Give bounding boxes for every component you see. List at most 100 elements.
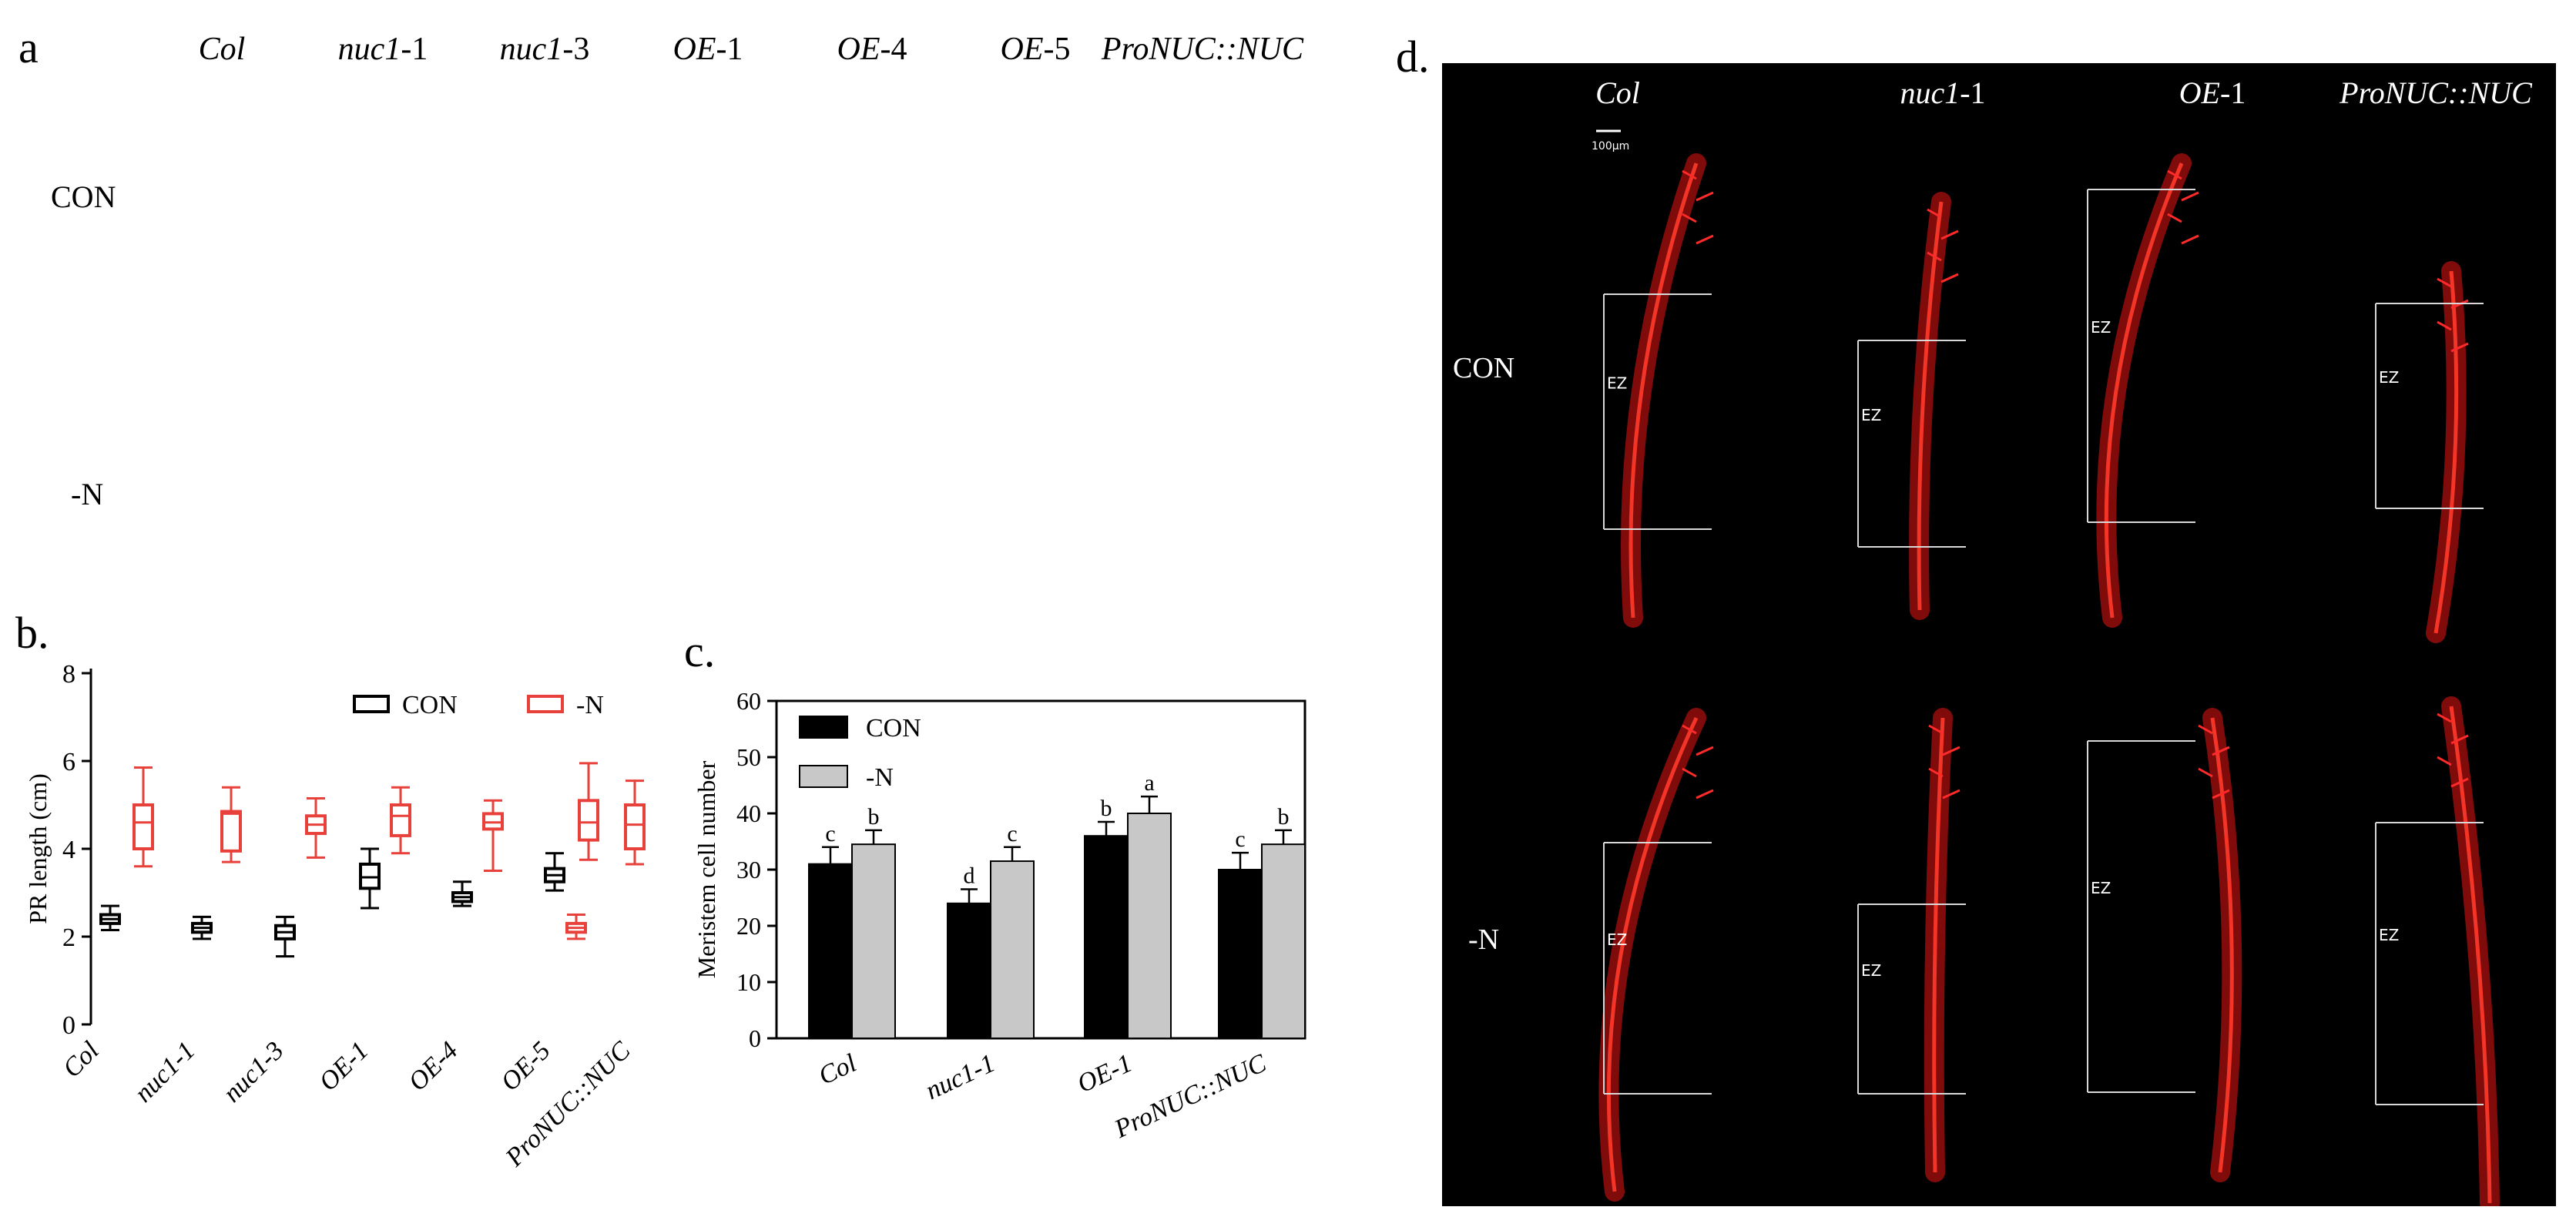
b-box-minus-n-7-box (624, 803, 646, 850)
c-significance-letter: b (868, 804, 880, 830)
c-category-label-oe-1: OE-1 (1073, 1049, 1136, 1099)
d-ez-label: EZ (1861, 961, 1881, 980)
d-root-hair (2198, 724, 2213, 735)
c-significance-letter: c (1235, 826, 1245, 852)
d-root-hair (2437, 320, 2452, 331)
d-root-hair (2450, 777, 2469, 788)
c-y-tick-label: 60 (736, 687, 761, 715)
b-box-minus-n-5-box (578, 799, 599, 842)
c-significance-letter: d (964, 863, 975, 889)
c-significance-letter: b (1278, 804, 1290, 830)
d-root-hair (1928, 767, 1944, 778)
c-bar-n-pronuc-nuc (1261, 843, 1306, 1039)
c-significance-letter: a (1144, 770, 1154, 796)
d-root-hair (1682, 724, 1697, 735)
d-root-hair (1942, 789, 1961, 800)
d-root-core (1606, 716, 1699, 1192)
panel-a-genotype-oe-4: OE-4 (837, 32, 907, 67)
c-y-tick-label: 0 (749, 1024, 761, 1052)
panel-b-letter: b. (15, 608, 49, 658)
d-root-core (1628, 163, 1699, 619)
panel-a-row-label-con: CON (51, 179, 116, 214)
d-genotype-nuc1-1: nuc1-1 (1900, 75, 1985, 110)
b-y-tick-label: 4 (62, 836, 75, 864)
panel-d-micrograph: Col nuc1-1 OE-1 ProNUC::NUC 100μm CON -N EZ EZ EZ… (1442, 63, 2556, 1213)
d-root-hair (1696, 746, 1714, 756)
panel-c-letter: c. (684, 626, 716, 676)
b-category-label-col: Col (58, 1036, 105, 1083)
d-root-core (2104, 163, 2184, 619)
c-category-label-pronuc-nuc: ProNUC::NUC (1110, 1049, 1271, 1145)
d-root-hair (1927, 208, 1942, 219)
b-y-tick-label: 8 (62, 660, 75, 689)
panel-a-row-label-minus-n: -N (71, 477, 104, 511)
d-ez-label: EZ (2091, 318, 2111, 337)
c-y-tick-label: 30 (736, 856, 761, 883)
b-box-minus-n-1-box (220, 810, 242, 853)
b-box-minus-n-0-box (132, 803, 154, 850)
d-root-hair (2212, 746, 2230, 756)
panel-c-chart: 0 10 20 30 40 50 60 Meristem cell number c b Col d c… (693, 687, 1306, 1145)
d-root-core (1917, 201, 1944, 611)
c-bar-n-nuc1-1 (990, 860, 1035, 1039)
panel-a-letter: a (18, 22, 39, 72)
d-root-hair (2198, 767, 2213, 778)
d-row-label-con: CON (1453, 352, 1514, 384)
d-root-hair (1927, 251, 1942, 262)
panel-a-genotype-oe-5: OE-5 (1000, 32, 1071, 67)
b-category-label-oe-1: OE-1 (314, 1036, 374, 1096)
d-root-core (2433, 270, 2459, 634)
d-root-hair (2212, 789, 2230, 800)
d-root-hair (2167, 169, 2182, 180)
d-root-hair (1682, 169, 1697, 180)
b-y-axis-label: PR length (cm) (24, 773, 52, 924)
b-y-tick-label: 6 (62, 748, 75, 776)
panel-b-chart: 0 2 4 6 8 PR length (cm) Col nuc1-1 nuc1-3 OE-1 OE… (24, 660, 646, 1172)
d-genotype-col: Col (1595, 75, 1640, 110)
d-root-hair (2437, 277, 2452, 288)
panel-a-genotype-nuc1-1: nuc1-1 (337, 32, 428, 67)
d-root-hair (1682, 767, 1697, 778)
d-root-hair (1696, 191, 1714, 202)
b-category-label-nuc1-3: nuc1-3 (218, 1036, 290, 1108)
d-root-hair (2450, 342, 2469, 353)
d-scale-label: 100μm (1592, 140, 1629, 153)
c-significance-letter: c (825, 821, 835, 846)
b-y-tick-label: 0 (62, 1011, 75, 1040)
d-root-hair (1940, 230, 1959, 240)
d-ez-label: EZ (2379, 368, 2399, 387)
d-root-core (1932, 717, 1945, 1173)
c-significance-letter: b (1101, 796, 1112, 821)
c-bar-n-col (851, 843, 896, 1039)
c-legend-swatch-n (799, 765, 848, 788)
c-legend-swatch-con (799, 716, 848, 739)
c-bar-con-pronuc-nuc (1218, 869, 1263, 1039)
d-root-hair (2437, 756, 2452, 766)
d-root-core (2449, 706, 2492, 1204)
b-category-label-nuc1-1: nuc1-1 (129, 1036, 201, 1108)
c-y-tick-label: 50 (736, 743, 761, 771)
c-category-label-nuc1-1: nuc1-1 (921, 1049, 999, 1105)
c-y-tick-label: 10 (736, 968, 761, 996)
b-category-label-oe-5: OE-5 (495, 1036, 555, 1096)
panel-d-micrograph-canvas: Col nuc1-1 OE-1 ProNUC::NUC100μmCON-NEZEZEZ… (1453, 75, 2533, 1213)
panel-a-genotype-pronuc-nuc: ProNUC::NUC (1101, 32, 1304, 67)
c-bar-con-oe-1 (1084, 835, 1129, 1039)
b-category-label-oe-4: OE-4 (403, 1036, 463, 1096)
d-ez-label: EZ (2379, 926, 2399, 944)
d-root-hair (1942, 746, 1961, 756)
panel-a-genotype-oe-1: OE-1 (673, 32, 743, 67)
d-row-label-minus-n: -N (1468, 924, 1499, 956)
d-ez-label: EZ (1607, 930, 1627, 949)
d-genotype-oe-1: OE-1 (2179, 75, 2246, 110)
panel-a-genotype-nuc1-3: nuc1-3 (499, 32, 590, 67)
d-root-core (2210, 717, 2234, 1173)
c-y-tick-label: 20 (736, 912, 761, 940)
b-legend-label-n: -N (576, 691, 604, 719)
b-box-minus-n-3-box (390, 803, 411, 837)
b-y-tick-label: 2 (62, 924, 75, 952)
d-ez-label: EZ (2091, 879, 2111, 897)
d-root-body (2441, 696, 2500, 1213)
d-root-hair (2181, 234, 2199, 245)
c-legend-label-n: -N (866, 763, 894, 792)
